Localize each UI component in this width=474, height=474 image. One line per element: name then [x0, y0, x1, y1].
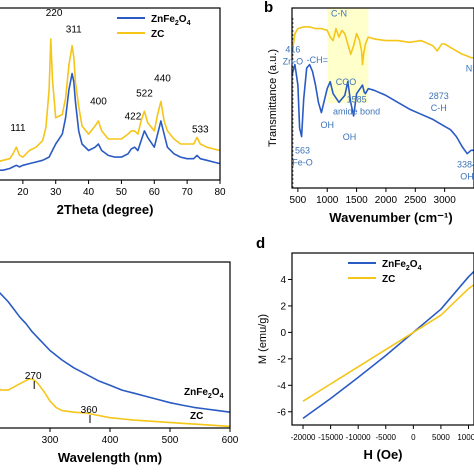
x-tick-label: 0 — [411, 433, 416, 442]
x-tick-label: 1000 — [316, 195, 339, 206]
plot-frame — [291, 252, 474, 426]
panel-d: -20000-15000-10000 -5000 0 5000 10000 -6 -4 -2 0… — [256, 235, 474, 462]
x-tick-label: 1500 — [345, 195, 368, 206]
annotation-label: OH — [343, 132, 357, 142]
x-axis-label: Wavelength (nm) — [58, 450, 162, 465]
peak-label: 422 — [125, 111, 142, 122]
annotation-label: 2873 — [429, 91, 449, 101]
legend-label: ZnFe2O4 — [151, 14, 191, 27]
x-tick-label: 2500 — [404, 195, 427, 206]
peak-label: 311 — [66, 25, 82, 36]
y-tick-label: 0 — [280, 328, 286, 339]
y-tick-label: -6 — [277, 407, 286, 418]
legend-label: ZC — [382, 274, 395, 285]
series-label: ZC — [190, 411, 203, 422]
x-tick-label: 500 — [162, 435, 179, 446]
panel-c: 300 400 500 600 Wavelength (nm) 270 360 ZnFe2O4… — [0, 261, 239, 465]
x-tick-label: 500 — [290, 195, 307, 206]
x-tick-label: 10000 — [457, 433, 474, 442]
x-tick-label: -20000 — [291, 433, 316, 442]
x-tick-label: 600 — [222, 435, 239, 446]
x-tick-label: -5000 — [376, 433, 397, 442]
x-tick-label: 70 — [182, 187, 194, 198]
annotation-label: C-N — [331, 9, 347, 19]
series-line-d-1 — [302, 284, 474, 402]
x-tick-label: 3000 — [434, 195, 457, 206]
plot-frame — [0, 7, 221, 181]
legend-label: ZnFe2O4 — [382, 259, 422, 272]
peak-label: 533 — [192, 124, 209, 135]
x-axis-label: 2Theta (degree) — [57, 202, 154, 217]
series-line-b-1 — [291, 63, 474, 155]
peak-label: 220 — [46, 8, 63, 19]
annotation-label: 416 — [285, 45, 300, 55]
x-tick-label: 20 — [17, 187, 29, 198]
annotation-label: Fe-O — [292, 158, 313, 168]
peak-label: 522 — [136, 88, 153, 99]
plot-frame — [291, 7, 474, 189]
y-tick-label: 4 — [280, 275, 286, 286]
annotation-label: C-H — [431, 103, 447, 113]
annotation-label: amide bond — [333, 106, 380, 116]
panel-b: 500 1000 1500 2000 2500 3000 Wavenumber (cm⁻¹)… — [264, 0, 474, 225]
annotation-label: COO — [336, 77, 357, 87]
annotation-label: OH — [320, 120, 334, 130]
series-label: ZnFe2O4 — [184, 387, 224, 400]
x-tick-label: 30 — [50, 187, 62, 198]
series-line-a-1 — [0, 38, 221, 162]
x-tick-label: 50 — [116, 187, 128, 198]
x-tick-label: -15000 — [318, 433, 343, 442]
x-tick-label: 40 — [83, 187, 95, 198]
legend-label: ZC — [151, 29, 164, 40]
series-line-a-0 — [0, 72, 221, 171]
peak-label: 400 — [90, 97, 107, 108]
annotation-label: Zn-O — [283, 57, 304, 67]
peak-label: 111 — [10, 123, 26, 134]
series-line-c-1 — [0, 378, 231, 428]
annotation-label: NH — [466, 63, 474, 73]
plot-frame — [0, 261, 231, 429]
annotation-label: 3384 — [457, 159, 474, 169]
x-tick-label: 5000 — [432, 433, 450, 442]
annotation-label: -CH= — [307, 55, 328, 65]
series-line-c-0 — [0, 291, 231, 413]
y-tick-label: 2 — [280, 301, 286, 312]
series-line-b-0 — [291, 26, 474, 66]
peak-label: 440 — [154, 74, 171, 85]
y-tick-label: -2 — [277, 354, 286, 365]
annotation-label: 1585 — [347, 94, 367, 104]
y-tick-label: -4 — [277, 381, 286, 392]
y-axis-label: M (emu/g) — [257, 314, 269, 364]
x-tick-label: 400 — [102, 435, 119, 446]
series-line-d-0 — [302, 270, 474, 420]
x-axis-label: H (Oe) — [364, 447, 403, 462]
annotation-label: 270 — [25, 371, 42, 382]
x-tick-label: -10000 — [346, 433, 371, 442]
x-tick-label: 300 — [42, 435, 59, 446]
x-tick-label: 2000 — [375, 195, 398, 206]
x-tick-label: 80 — [214, 187, 226, 198]
annotation-label: OH — [460, 171, 474, 181]
panel-label-b: b — [264, 0, 273, 16]
panel-label-d: d — [256, 235, 265, 252]
x-tick-label: 60 — [149, 187, 161, 198]
y-axis-label: Transmittance (a.u.) — [267, 49, 279, 147]
annotation-label: 360 — [81, 405, 98, 416]
annotation-label: 563 — [295, 146, 310, 156]
x-axis-label: Wavenumber (cm⁻¹) — [329, 210, 452, 225]
